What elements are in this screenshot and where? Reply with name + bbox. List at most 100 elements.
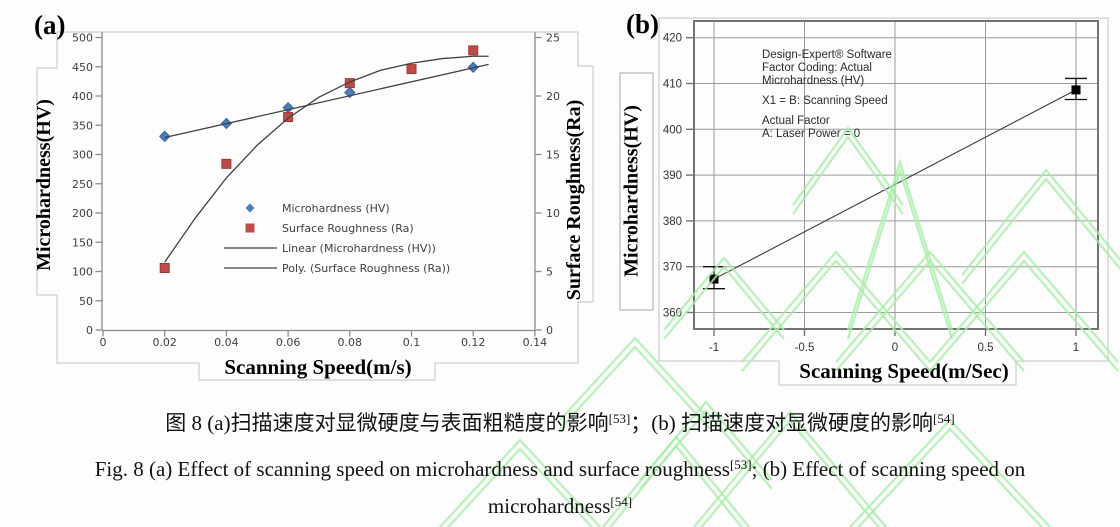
data-point-square (221, 158, 232, 169)
watermark-chevron (849, 418, 1051, 527)
chart-b-y-tick-label: 420 (663, 33, 682, 45)
chart-a-y-axis-title-left: Microhardness(HV) (33, 99, 55, 271)
chart-b-annotation-line: Actual Factor (762, 115, 830, 127)
chart-a-y-tick-label-left: 0 (86, 324, 93, 337)
watermark-chevron (663, 256, 785, 340)
chart-b-y-tick-label: 400 (663, 124, 682, 136)
chart-a-x-tick-label: 0.08 (338, 336, 363, 349)
trendline (164, 63, 489, 139)
data-point-diamond (158, 130, 171, 143)
chart-a-x-tick-label: 0.04 (214, 336, 239, 349)
chart-a-y-tick-label-right: 0 (546, 324, 553, 337)
chart-b-y-axis-title-box (619, 72, 654, 311)
chart-a-y-tick-label-right: 15 (546, 149, 560, 162)
panel-a-label: (a) (34, 10, 65, 40)
chart-a-x-tick-label: 0 (100, 336, 107, 349)
caption-cn-text: 图 8 (a)扫描速度对显微硬度与表面粗糙度的影响 (165, 411, 609, 435)
chart-b-ticks: -1 -0.5 0 0.5 1 360 370 380 390 400 410 420 (663, 33, 1079, 354)
chart-b-x-axis-title: Scanning Speed(m/Sec) (799, 359, 1008, 383)
chart-a-y-tick-label-left: 250 (72, 178, 93, 191)
watermark-chevron (792, 126, 904, 215)
chart-b-x-tick-label: 0 (892, 342, 898, 354)
caption-cn-ref-54: [54] (933, 411, 955, 426)
chart-b-annotation-line: X1 = B: Scanning Speed (762, 95, 888, 107)
chart-a-x-axis-title: Scanning Speed(m/s) (224, 355, 411, 379)
chart-b-x-tick-label: 0.5 (978, 342, 994, 354)
data-point-square (344, 78, 355, 89)
legend-label: Linear (Microhardness (HV)) (282, 242, 436, 255)
legend-diamond-marker (245, 203, 255, 213)
chart-a-x-tick-label: 0.1 (403, 336, 421, 349)
data-point-square (283, 112, 294, 123)
chart-a-ticks: 0 0.02 0.04 0.06 0.08 0.1 0.12 0.14050100150200… (72, 32, 560, 350)
caption-english-line1: Fig. 8 (a) Effect of scanning speed on m… (0, 456, 1120, 485)
watermark-chevron (639, 400, 773, 490)
caption-en-text: Fig. 8 (a) Effect of scanning speed on m… (94, 457, 730, 481)
trendline (164, 55, 489, 263)
watermark-chevron (961, 168, 1120, 285)
chart-a-x-tick-label: 0.02 (152, 336, 177, 349)
chart-b-annotation-line: A: Laser Power = 0 (762, 128, 860, 140)
chart-b-y-tick-label: 390 (663, 170, 682, 182)
chart-a-y-tick-label-right: 10 (546, 207, 560, 220)
watermark-chevron (559, 336, 711, 430)
chart-b-y-tick-label: 360 (663, 308, 682, 320)
watermark-chevron (693, 410, 887, 527)
caption-cn-ref-53: [53] (608, 411, 631, 426)
chart-b-y-tick-label: 380 (663, 216, 682, 228)
chart-a-y-tick-label-left: 500 (72, 32, 93, 45)
watermark-chevron (846, 158, 954, 340)
chart-a-y-tick-label-left: 400 (72, 90, 93, 103)
caption-en-ref-54: [54] (610, 494, 633, 509)
chart-a: (a) 0 0.02 0.04 0.06 0.08 0.1 0.12 0.1405010015… (33, 10, 594, 381)
chart-b-x-tick-label: 1 (1073, 342, 1079, 354)
figure-b-image-outline (658, 17, 1109, 386)
figure-a-image-outline (36, 31, 594, 381)
legend-square-marker (245, 223, 255, 233)
chart-a-y-tick-label-left: 100 (72, 266, 93, 279)
caption-en-ref-53: [53] (729, 457, 752, 472)
chart-a-y-tick-label-left: 200 (72, 207, 93, 220)
legend-label: Microhardness (HV) (282, 202, 390, 215)
watermark-chevron (741, 250, 931, 372)
data-point-square (159, 262, 170, 273)
chart-b-annotation-line: Design-Expert® Software (762, 49, 892, 61)
data-point-square (468, 45, 479, 56)
legend-label: Poly. (Surface Roughness (Ra)) (282, 262, 450, 275)
chart-a-y-tick-label-right: 25 (546, 32, 560, 45)
chart-b-annotation-line: Factor Coding: Actual (762, 62, 872, 74)
chart-a-legend: Microhardness (HV) Surface Roughness (Ra)… (224, 202, 450, 275)
chart-a-y-tick-label-left: 150 (72, 236, 93, 249)
watermark-chevron (929, 250, 1119, 372)
data-point-square (1071, 85, 1081, 95)
chart-b-y-axis-title: Microhardness(HV) (621, 105, 643, 277)
panel-b-label: (b) (626, 9, 659, 39)
chart-a-y-tick-label-left: 50 (79, 295, 93, 308)
caption-en-text-b: ; (b) Effect of scanning speed on (751, 457, 1026, 481)
chart-a-y-tick-label-left: 350 (72, 119, 93, 132)
caption-english-line2: microhardness[54] (0, 493, 1120, 522)
caption-chinese: 图 8 (a)扫描速度对显微硬度与表面粗糙度的影响[53]；(b) 扫描速度对显… (0, 410, 1120, 439)
chart-b-x-tick-label: -1 (709, 342, 719, 354)
chart-a-x-tick-label: 0.12 (461, 336, 486, 349)
data-point-square (406, 64, 417, 75)
chart-a-axes (101, 32, 536, 332)
chart-a-y-tick-label-left: 300 (72, 149, 93, 162)
chart-a-y-tick-label-right: 20 (546, 90, 560, 103)
chart-a-y-tick-label-right: 5 (546, 266, 553, 279)
chart-a-series (158, 45, 489, 273)
chart-a-y-tick-label-left: 450 (72, 61, 93, 74)
legend-label: Surface Roughness (Ra) (282, 222, 414, 235)
chart-a-x-tick-label: 0.14 (523, 336, 548, 349)
chart-b-x-tick-label: -0.5 (795, 342, 815, 354)
caption-cn-text-b: ；(b) 扫描速度对显微硬度的影响 (630, 411, 934, 435)
chart-a-x-tick-label: 0.06 (276, 336, 301, 349)
caption-en-text-c: microhardness (487, 494, 611, 518)
chart-b: (b) Microhardness(HV) -1 -0.5 0 0.5 1 360 370 3… (619, 9, 1109, 386)
chart-b-y-tick-label: 410 (663, 79, 682, 91)
watermark-chevron (439, 438, 601, 527)
chart-b-y-tick-label: 370 (663, 262, 682, 274)
